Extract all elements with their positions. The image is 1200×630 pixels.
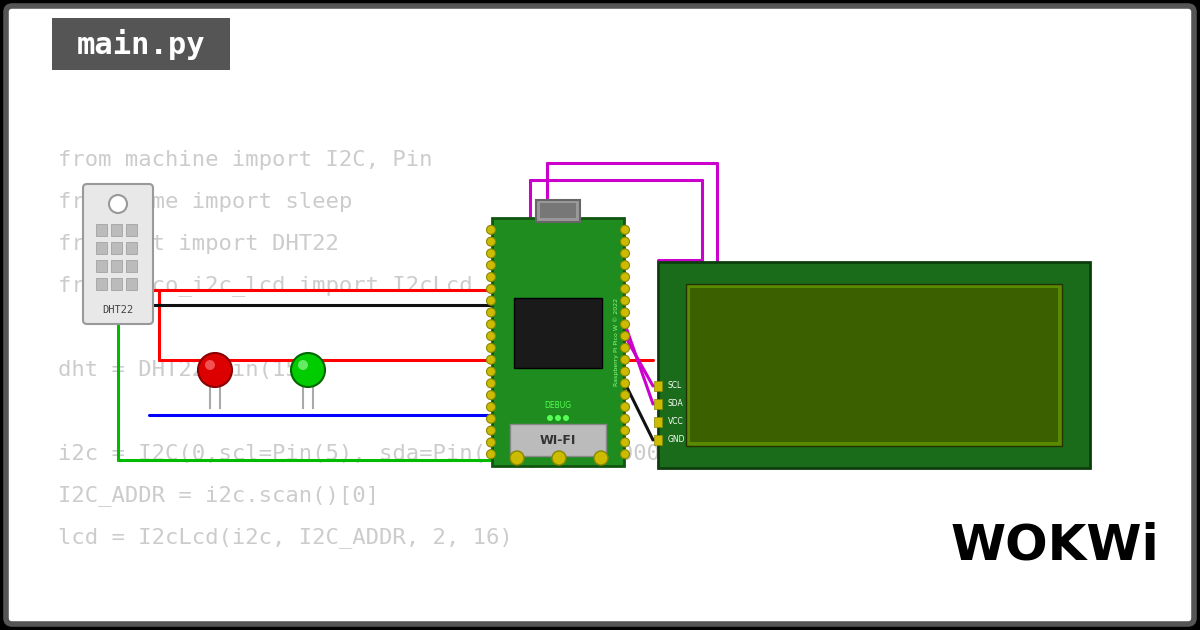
Circle shape xyxy=(486,331,496,341)
Bar xyxy=(96,242,107,254)
Circle shape xyxy=(486,426,496,435)
Circle shape xyxy=(620,226,630,234)
Circle shape xyxy=(486,249,496,258)
Bar xyxy=(126,278,137,290)
Circle shape xyxy=(486,438,496,447)
Circle shape xyxy=(486,379,496,388)
Text: SDA: SDA xyxy=(668,399,684,408)
Circle shape xyxy=(109,195,127,213)
Circle shape xyxy=(292,353,325,387)
Text: dht = DHT22(Pin(15)): dht = DHT22(Pin(15)) xyxy=(58,360,325,380)
Bar xyxy=(126,242,137,254)
Bar xyxy=(96,224,107,236)
Circle shape xyxy=(298,360,308,370)
Circle shape xyxy=(620,237,630,246)
Bar xyxy=(540,203,576,218)
Circle shape xyxy=(620,320,630,329)
Text: from dht import DHT22: from dht import DHT22 xyxy=(58,234,338,254)
Bar xyxy=(510,424,606,456)
Circle shape xyxy=(486,237,496,246)
Circle shape xyxy=(486,403,496,411)
Bar xyxy=(126,260,137,272)
Bar xyxy=(96,260,107,272)
Bar xyxy=(126,224,137,236)
Circle shape xyxy=(486,415,496,423)
Bar xyxy=(658,262,1090,468)
Circle shape xyxy=(620,415,630,423)
Circle shape xyxy=(620,450,630,459)
Circle shape xyxy=(486,226,496,234)
Circle shape xyxy=(620,391,630,399)
Text: from machine import I2C, Pin: from machine import I2C, Pin xyxy=(58,150,432,170)
Text: lcd = I2cLcd(i2c, I2C_ADDR, 2, 16): lcd = I2cLcd(i2c, I2C_ADDR, 2, 16) xyxy=(58,527,512,549)
Circle shape xyxy=(486,367,496,376)
Text: Raspberry Pi Pico W © 2022: Raspberry Pi Pico W © 2022 xyxy=(613,298,619,386)
Circle shape xyxy=(594,451,608,465)
Circle shape xyxy=(563,415,569,421)
Bar xyxy=(112,260,122,272)
Text: DEBUG: DEBUG xyxy=(545,401,571,411)
Text: from pico_i2c_lcd import I2cLcd: from pico_i2c_lcd import I2cLcd xyxy=(58,275,473,297)
Bar xyxy=(536,200,580,222)
Circle shape xyxy=(620,331,630,341)
Circle shape xyxy=(486,308,496,317)
Text: WI-FI: WI-FI xyxy=(540,433,576,447)
Circle shape xyxy=(205,360,215,370)
Bar xyxy=(96,278,107,290)
Text: main.py: main.py xyxy=(77,28,205,59)
Text: from time import sleep: from time import sleep xyxy=(58,192,353,212)
Circle shape xyxy=(547,415,553,421)
Circle shape xyxy=(486,391,496,399)
Circle shape xyxy=(620,403,630,411)
Bar xyxy=(654,381,662,391)
Text: DHT22: DHT22 xyxy=(102,305,133,315)
Circle shape xyxy=(198,353,232,387)
Text: i2c = I2C(0,scl=Pin(5), sda=Pin(4), freq=100000): i2c = I2C(0,scl=Pin(5), sda=Pin(4), freq… xyxy=(58,444,700,464)
Text: WOKWi: WOKWi xyxy=(950,521,1159,569)
Circle shape xyxy=(620,249,630,258)
Circle shape xyxy=(510,451,524,465)
Circle shape xyxy=(554,415,562,421)
Circle shape xyxy=(620,426,630,435)
Circle shape xyxy=(486,320,496,329)
Circle shape xyxy=(620,438,630,447)
Circle shape xyxy=(486,273,496,282)
Circle shape xyxy=(486,450,496,459)
Circle shape xyxy=(620,379,630,388)
Bar xyxy=(492,218,624,466)
Bar xyxy=(112,278,122,290)
Circle shape xyxy=(620,308,630,317)
FancyBboxPatch shape xyxy=(6,6,1194,624)
Bar xyxy=(654,417,662,427)
Bar xyxy=(686,284,1062,446)
Bar xyxy=(654,399,662,409)
Circle shape xyxy=(486,284,496,294)
Circle shape xyxy=(486,261,496,270)
Circle shape xyxy=(486,343,496,352)
Text: VCC: VCC xyxy=(668,418,684,427)
Circle shape xyxy=(486,355,496,364)
Bar xyxy=(690,288,1058,442)
FancyBboxPatch shape xyxy=(83,184,154,324)
Circle shape xyxy=(620,367,630,376)
Text: GND: GND xyxy=(668,435,685,445)
Text: SCL: SCL xyxy=(668,382,683,391)
Circle shape xyxy=(620,284,630,294)
Circle shape xyxy=(620,355,630,364)
Circle shape xyxy=(620,261,630,270)
Bar xyxy=(52,18,230,70)
Text: I2C_ADDR = i2c.scan()[0]: I2C_ADDR = i2c.scan()[0] xyxy=(58,486,379,507)
Circle shape xyxy=(486,296,496,305)
Circle shape xyxy=(620,296,630,305)
Circle shape xyxy=(620,273,630,282)
Bar xyxy=(654,435,662,445)
Circle shape xyxy=(552,451,566,465)
Bar xyxy=(112,224,122,236)
Bar xyxy=(514,298,602,368)
Bar xyxy=(112,242,122,254)
Circle shape xyxy=(620,343,630,352)
